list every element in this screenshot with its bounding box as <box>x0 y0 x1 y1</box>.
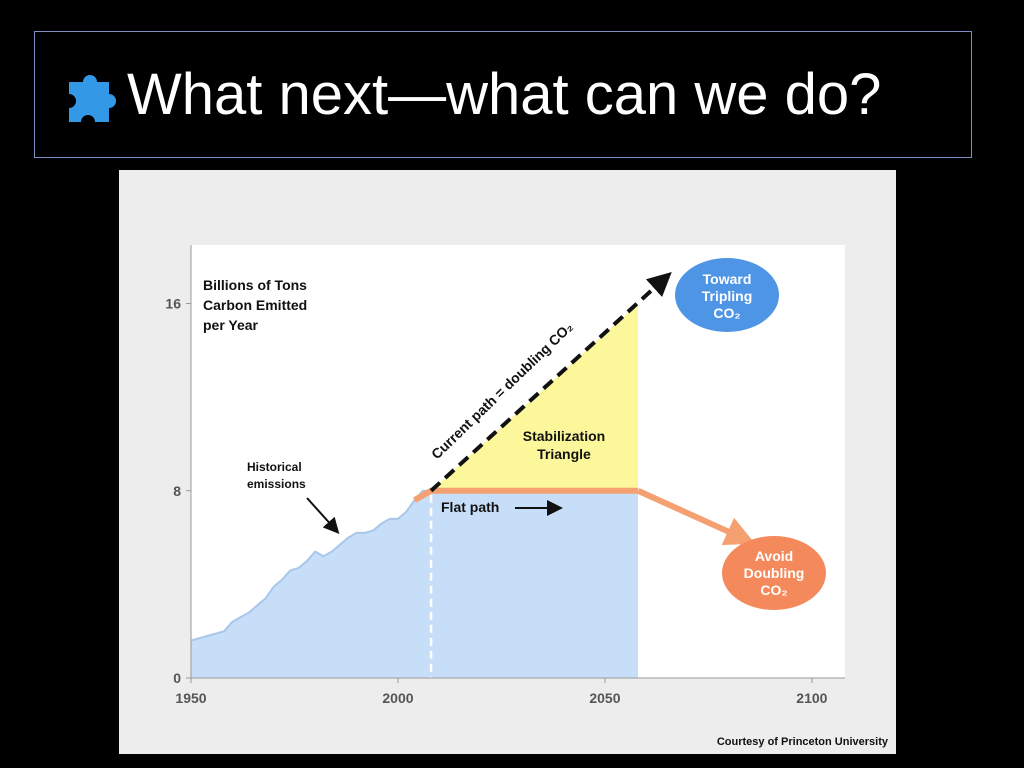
slide-title: What next—what can we do? <box>127 62 882 127</box>
historical-label-line-2: emissions <box>247 477 306 491</box>
triangle-label-line-1: Stabilization <box>523 428 605 444</box>
historical-pointer-arrow <box>306 497 340 534</box>
y-tick-label-8: 8 <box>173 483 181 499</box>
flat-path-arrow <box>636 488 756 546</box>
x-tick-label-2050: 2050 <box>589 690 620 706</box>
source-credit: Courtesy of Princeton University <box>716 736 888 748</box>
triangle-label-line-2: Triangle <box>537 446 591 462</box>
y-tick-label-16: 16 <box>165 296 181 312</box>
flat-path-label: Flat path <box>441 499 499 515</box>
x-tick-label-2100: 2100 <box>796 690 827 706</box>
doubling-label-line-3: CO₂ <box>760 582 787 598</box>
y-axis-label-line-3: per Year <box>203 317 259 333</box>
tripling-label-line-1: Toward <box>703 271 752 287</box>
x-tick-label-2000: 2000 <box>382 690 413 706</box>
slide-title-box: What next—what can we do? <box>34 31 972 158</box>
x-tick-label-1950: 1950 <box>175 690 206 706</box>
doubling-label-line-1: Avoid <box>755 548 793 564</box>
historical-line <box>190 489 432 642</box>
puzzle-piece-icon <box>69 75 116 122</box>
tripling-label-line-2: Tripling <box>702 288 753 304</box>
tripling-label-line-3: CO₂ <box>713 305 740 321</box>
tripling-bubble <box>675 258 779 332</box>
y-axis-label-line-2: Carbon Emitted <box>203 297 307 313</box>
y-axis-label-line-1: Billions of Tons <box>203 277 307 293</box>
emissions-chart: 1950 2000 2050 2100 0 8 16 Billions of Tons Ca… <box>165 245 845 706</box>
emissions-figure: 1950 2000 2050 2100 0 8 16 Billions of Tons Ca… <box>119 170 896 754</box>
stabilization-triangle <box>431 303 639 491</box>
doubling-label-line-2: Doubling <box>744 565 805 581</box>
current-path-line <box>429 272 672 493</box>
historical-area <box>191 490 639 678</box>
doubling-bubble <box>722 536 826 610</box>
y-tick-label-0: 0 <box>173 670 181 686</box>
historical-label-line-1: Historical <box>247 460 302 474</box>
